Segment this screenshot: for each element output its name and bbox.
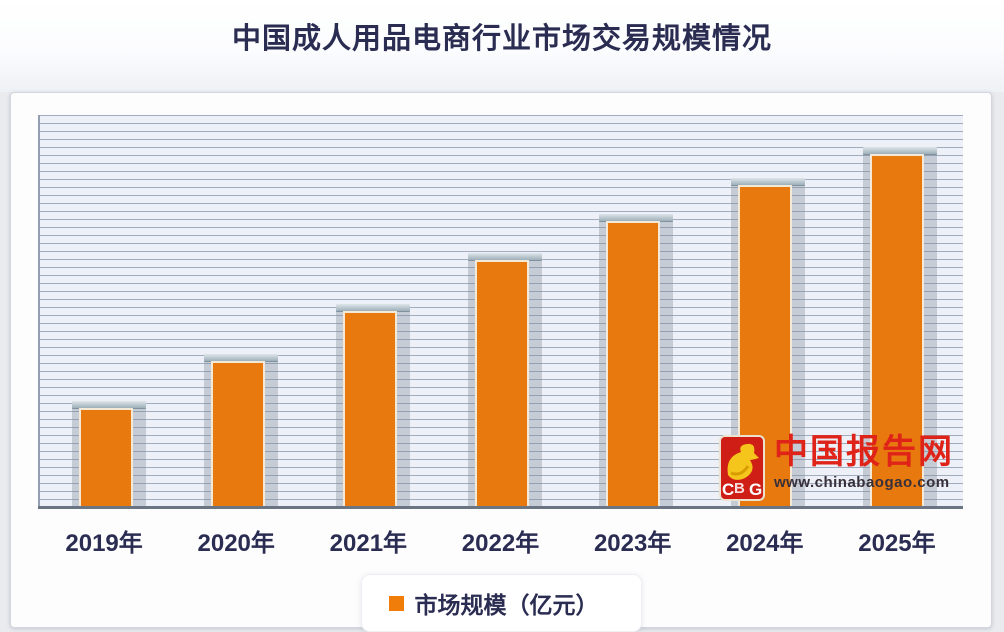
x-axis-label: 2020年 [197, 530, 275, 557]
x-axis-label: 2024年 [726, 530, 804, 557]
bar-2025年 [863, 147, 938, 506]
legend-label: 市场规模（亿元） [414, 592, 599, 618]
x-axis-label: 2023年 [593, 530, 672, 557]
bar-slot [304, 115, 436, 506]
cbg-logo-icon: B C G [719, 435, 765, 501]
bar-fill [474, 259, 529, 506]
bar-2021年 [335, 303, 410, 506]
bar-slot [831, 115, 963, 506]
bar-slot [172, 115, 304, 506]
x-axis-label: 2021年 [329, 530, 408, 557]
bar-fill [78, 408, 133, 506]
watermark: B C G 中国报告网 www.chinabaogao.com [719, 435, 954, 501]
plot-area: B C G 中国报告网 www.chinabaogao.com [38, 115, 963, 506]
bar-fill [606, 220, 661, 506]
bar-fill [210, 361, 265, 506]
bar-slot [40, 115, 172, 506]
x-axis-line [38, 506, 963, 509]
page-title: 中国成人用品电商行业市场交易规模情况 [231, 23, 772, 55]
bar-slot [436, 115, 568, 506]
x-axis-label: 2019年 [65, 530, 143, 557]
bar-area [40, 115, 963, 506]
svg-text:B: B [734, 480, 745, 497]
bar-fill [870, 154, 925, 506]
watermark-site-name: 中国报告网 [774, 433, 954, 471]
bird-icon: B C G [722, 443, 762, 499]
watermark-texts: 中国报告网 www.chinabaogao.com [774, 435, 954, 491]
bar-2020年 [203, 354, 278, 506]
svg-text:G: G [749, 480, 762, 499]
bar-slot [567, 115, 699, 506]
legend-swatch-icon [388, 595, 404, 611]
watermark-url: www.chinabaogao.com [774, 474, 950, 491]
bar-2019年 [71, 401, 146, 506]
bar-fill [342, 310, 397, 506]
bar-2022年 [467, 252, 542, 506]
svg-text:C: C [722, 480, 734, 499]
x-axis-label: 2022年 [461, 530, 540, 557]
title-band: 中国成人用品电商行业市场交易规模情况 [0, 0, 1004, 92]
x-axis-label: 2025年 [858, 530, 936, 557]
legend: 市场规模（亿元） [360, 574, 642, 632]
chart-card: B C G 中国报告网 www.chinabaogao.com 2019年 202… [10, 92, 992, 632]
bar-2023年 [599, 213, 674, 506]
x-axis-labels: 2019年 2020年 2021年 2022年 2023年 2024年 2025年 [38, 523, 963, 558]
